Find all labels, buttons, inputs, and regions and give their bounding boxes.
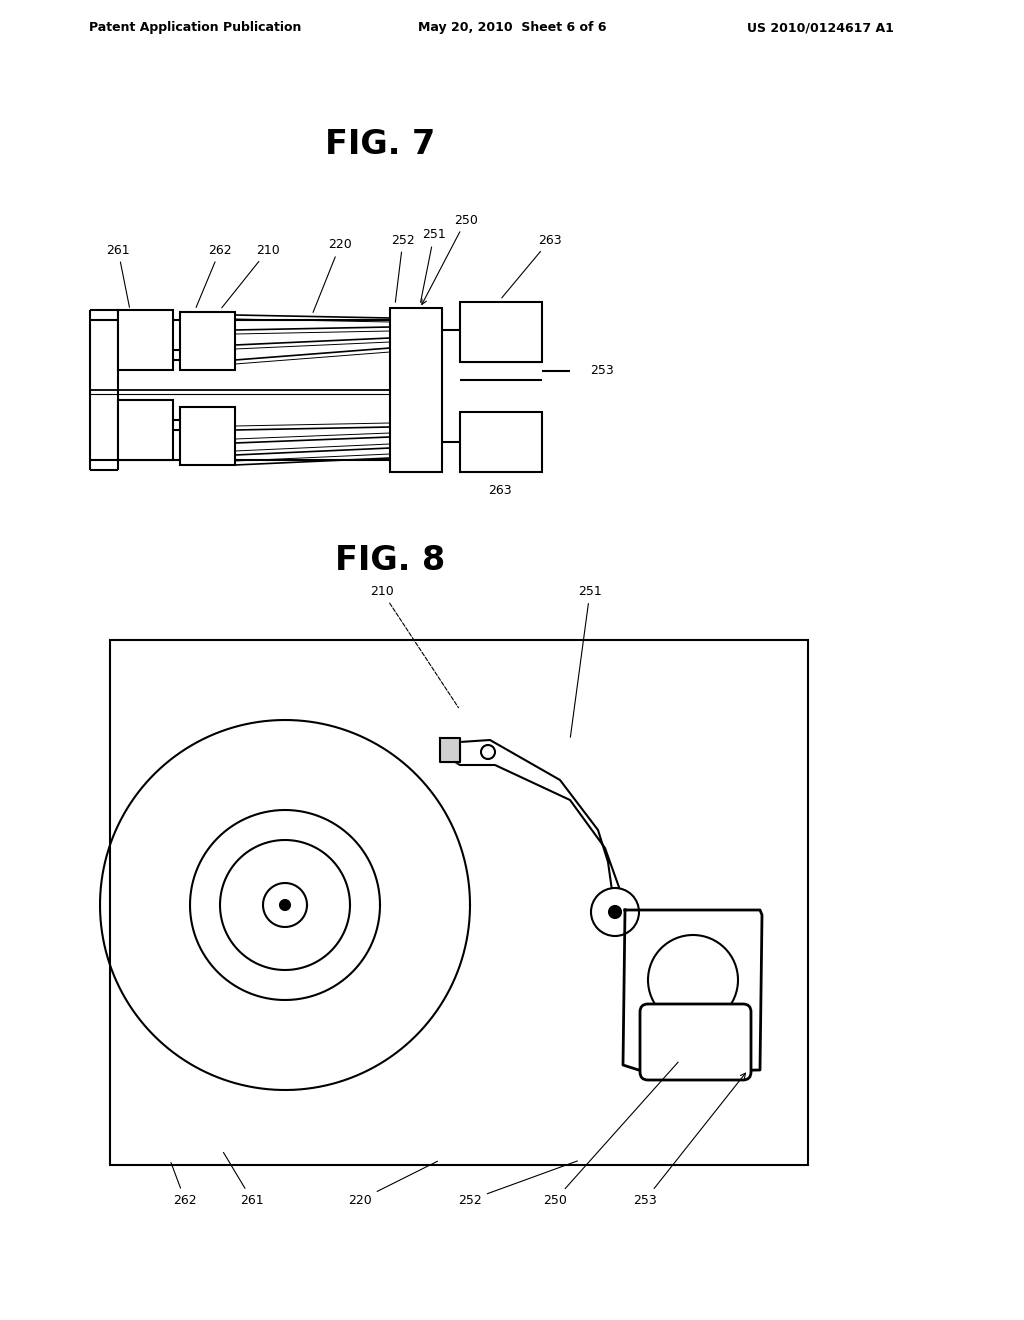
Text: 263: 263 xyxy=(502,234,562,298)
Text: Patent Application Publication: Patent Application Publication xyxy=(89,21,301,34)
Bar xyxy=(118,310,173,370)
Text: 251: 251 xyxy=(570,585,602,738)
Text: 252: 252 xyxy=(458,1162,578,1206)
Text: 261: 261 xyxy=(223,1152,264,1206)
Text: 250: 250 xyxy=(543,1063,678,1206)
Text: 263: 263 xyxy=(488,483,512,496)
Circle shape xyxy=(648,935,738,1026)
Text: 252: 252 xyxy=(391,234,415,302)
Text: May 20, 2010  Sheet 6 of 6: May 20, 2010 Sheet 6 of 6 xyxy=(418,21,606,34)
Text: 253: 253 xyxy=(590,364,613,378)
Circle shape xyxy=(280,900,290,909)
Text: 250: 250 xyxy=(422,214,478,305)
Circle shape xyxy=(481,744,495,759)
Text: 210: 210 xyxy=(370,585,459,708)
Text: US 2010/0124617 A1: US 2010/0124617 A1 xyxy=(746,21,893,34)
Text: FIG. 8: FIG. 8 xyxy=(335,544,445,577)
Text: 251: 251 xyxy=(421,228,445,302)
Text: 261: 261 xyxy=(106,243,130,308)
Circle shape xyxy=(591,888,639,936)
Text: 220: 220 xyxy=(313,239,352,313)
Polygon shape xyxy=(440,738,460,762)
Bar xyxy=(460,302,542,362)
Polygon shape xyxy=(623,909,762,1072)
Bar xyxy=(118,400,173,459)
Text: FIG. 7: FIG. 7 xyxy=(325,128,435,161)
Text: 253: 253 xyxy=(633,1073,745,1206)
Bar xyxy=(460,412,542,473)
Bar xyxy=(180,312,234,370)
Bar xyxy=(180,407,234,465)
Text: 262: 262 xyxy=(196,243,231,308)
Bar xyxy=(390,308,442,473)
Text: 220: 220 xyxy=(348,1162,437,1206)
Polygon shape xyxy=(455,741,620,912)
Bar xyxy=(110,640,808,1166)
Text: 262: 262 xyxy=(171,1163,197,1206)
Circle shape xyxy=(609,906,621,917)
Text: 210: 210 xyxy=(222,243,280,308)
FancyBboxPatch shape xyxy=(640,1005,751,1080)
